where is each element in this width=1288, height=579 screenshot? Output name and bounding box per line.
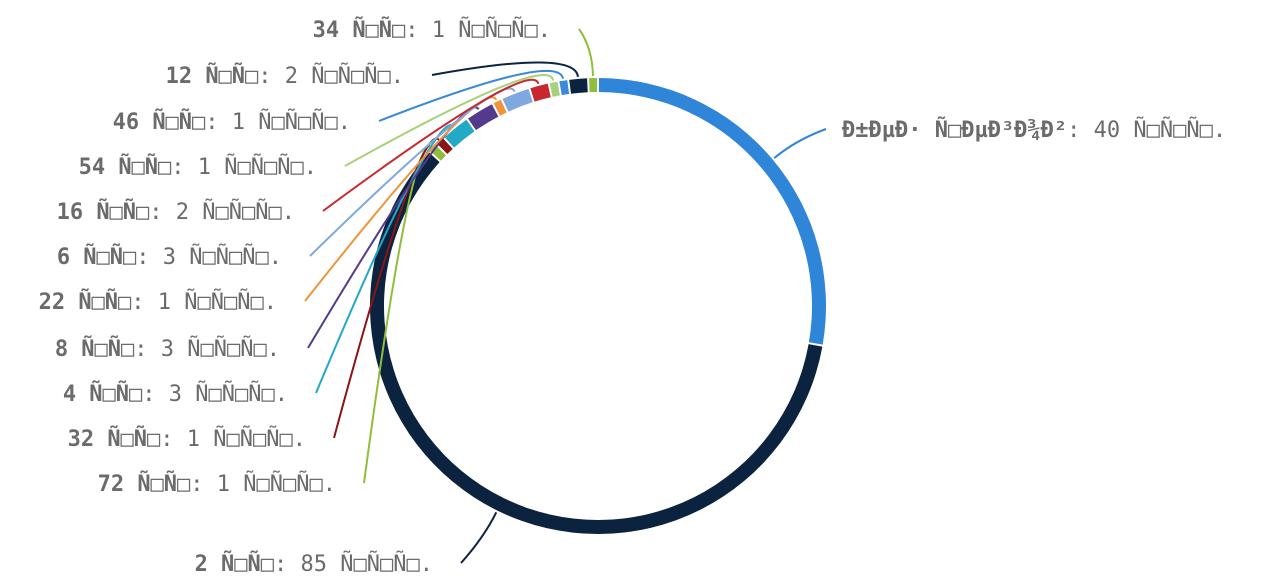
slice-label-2: 72 Ñ□Ñ□: 1 Ñ□Ñ□Ñ□. [98, 470, 336, 497]
slice-label-3: 32 Ñ□Ñ□: 1 Ñ□Ñ□Ñ□. [68, 425, 306, 452]
leader-line-0 [773, 128, 827, 159]
slice-7[interactable] [502, 88, 533, 112]
slice-label-7: 6 Ñ□Ñ□: 3 Ñ□Ñ□Ñ□. [57, 243, 282, 270]
slice-10[interactable] [559, 80, 570, 96]
slice-9[interactable] [549, 81, 560, 97]
slice-label-11: 12 Ñ□Ñ□: 2 Ñ□Ñ□Ñ□. [166, 62, 404, 89]
slice-label-8: 16 Ñ□Ñ□: 2 Ñ□Ñ□Ñ□. [57, 198, 295, 225]
slice-label-4: 4 Ñ□Ñ□: 3 Ñ□Ñ□Ñ□. [63, 380, 288, 407]
leader-line-9 [344, 74, 555, 167]
leader-line-11 [431, 61, 579, 78]
slice-5[interactable] [468, 104, 499, 131]
slice-8[interactable] [530, 83, 551, 102]
leader-line-1 [460, 511, 498, 564]
leader-line-7 [309, 87, 516, 257]
slice-label-6: 22 Ñ□Ñ□: 1 Ñ□Ñ□Ñ□. [39, 288, 277, 315]
slice-0[interactable] [598, 78, 827, 345]
leader-lines [304, 28, 827, 564]
slice-label-9: 54 Ñ□Ñ□: 1 Ñ□Ñ□Ñ□. [79, 153, 317, 180]
slice-label-1: 2 Ñ□Ñ□: 85 Ñ□Ñ□Ñ□. [195, 550, 433, 577]
leader-line-8 [322, 78, 540, 212]
slice-12[interactable] [589, 78, 598, 93]
leader-line-10 [378, 69, 564, 122]
slice-label-5: 8 Ñ□Ñ□: 3 Ñ□Ñ□Ñ□. [55, 335, 280, 362]
slice-6[interactable] [493, 99, 507, 116]
slice-label-12: 34 Ñ□Ñ□: 1 Ñ□Ñ□Ñ□. [313, 16, 551, 43]
slice-label-0: Đ±ĐµĐ· Ñ□ĐµĐ³Đ¾Đ²: 40 Ñ□Ñ□Ñ□. [842, 116, 1226, 143]
slice-3[interactable] [437, 138, 453, 155]
slice-11[interactable] [569, 78, 588, 94]
slice-1[interactable] [369, 152, 823, 535]
donut-slices [369, 78, 827, 535]
slice-labels: Đ±ĐµĐ· Ñ□ĐµĐ³Đ¾Đ²: 40 Ñ□Ñ□Ñ□. 2 Ñ□Ñ□: 85 … [39, 16, 1227, 577]
leader-line-12 [578, 28, 594, 77]
slice-label-10: 46 Ñ□Ñ□: 1 Ñ□Ñ□Ñ□. [113, 108, 351, 135]
slice-4[interactable] [444, 119, 475, 148]
